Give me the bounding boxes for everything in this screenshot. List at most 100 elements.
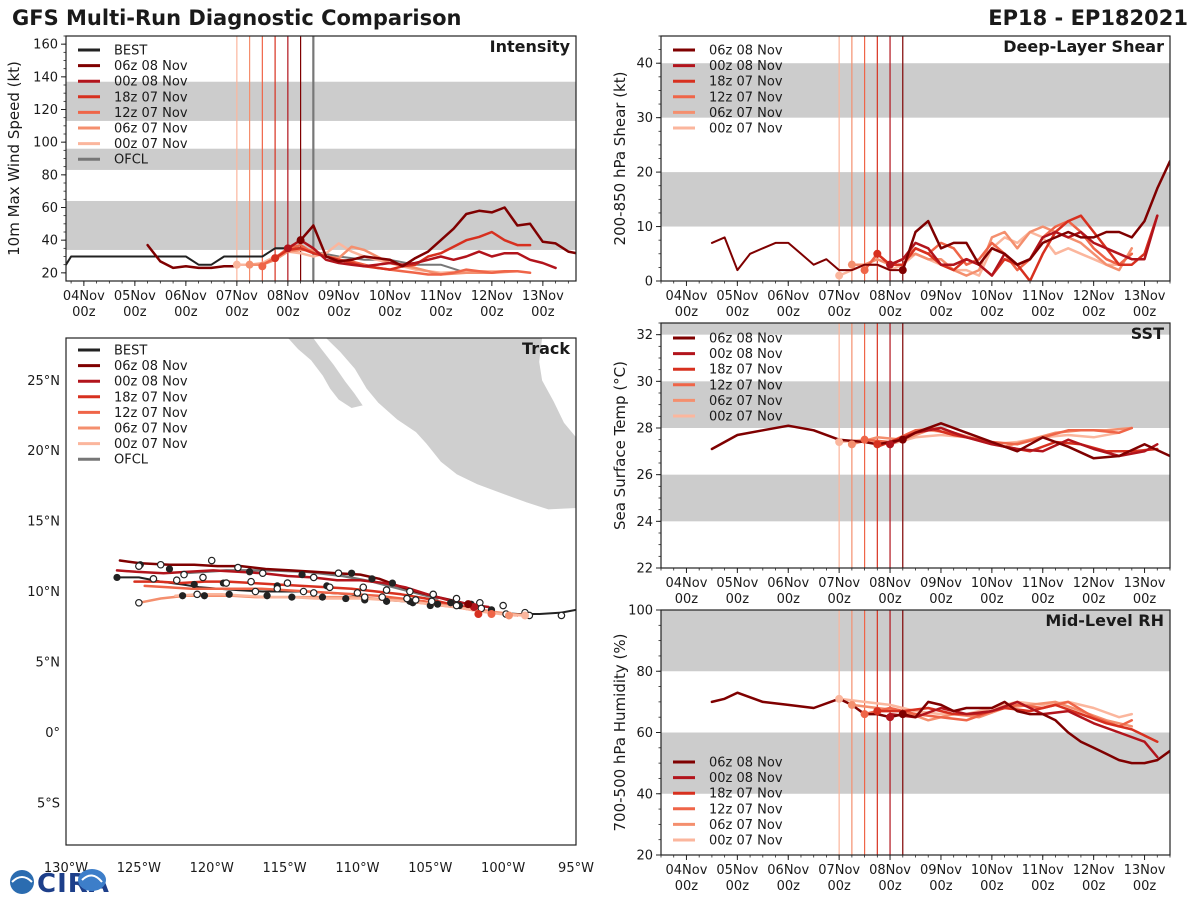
track-forecast-point	[135, 562, 143, 570]
sst-series-06z-08-nov	[710, 422, 1170, 460]
shear-xtick-date: 13Nov	[1124, 289, 1166, 304]
intensity-ytick-label: 40	[41, 234, 58, 249]
sst-xtick-hour: 00z	[878, 592, 902, 607]
track-forecast-point	[283, 579, 292, 587]
track-forecast-point	[273, 584, 282, 593]
intensity-ylabel: 10m Max Wind Speed (kt)	[5, 61, 23, 256]
track-best-point	[190, 580, 198, 589]
track-forecast-point	[360, 593, 369, 601]
track-forecast-point	[411, 596, 420, 604]
shear-xtick-date: 06Nov	[767, 289, 809, 304]
track-best-point	[348, 569, 356, 577]
shear-xtick-hour: 00z	[1031, 305, 1055, 320]
figure-title: GFS Multi-Run Diagnostic Comparison	[12, 6, 461, 30]
intensity-panel-title: Intensity	[490, 37, 571, 56]
sst-band	[661, 323, 1170, 335]
sst-xtick-date: 09Nov	[920, 576, 962, 591]
intensity-legend-label-18z-07-nov: 18z 07 Nov	[114, 90, 188, 105]
track-forecast-point	[156, 560, 165, 569]
shear-xtick-hour: 00z	[1082, 305, 1106, 320]
sst-legend-label-00z-07-nov: 00z 07 Nov	[709, 410, 783, 425]
sst-run-marker-00z-07-nov	[835, 438, 844, 446]
shear-ytick-label: 20	[636, 166, 653, 181]
shear-run-marker-18z-07-nov	[873, 249, 882, 258]
intensity-series-00z-08-nov	[286, 238, 557, 270]
rh-xtick-date: 07Nov	[818, 863, 860, 878]
track-xtick-label: 110°W	[335, 861, 379, 876]
track-run-marker-06z-07-nov	[504, 611, 513, 620]
track-forecast-point	[353, 589, 362, 597]
intensity-xtick-date: 10Nov	[369, 289, 411, 304]
track-best-point	[165, 565, 174, 573]
sst-band	[661, 381, 1170, 428]
shear-run-marker-06z-08-nov	[898, 266, 907, 275]
shear-run-marker-00z-07-nov	[835, 271, 844, 280]
track-frame	[65, 337, 577, 846]
rh-series-06z-08-nov	[710, 691, 1170, 765]
shear-band	[661, 63, 1170, 118]
track-ytick-label: 10°N	[27, 585, 60, 600]
shear-xtick-hour: 00z	[1133, 305, 1157, 320]
track-xtick-label: 105°W	[408, 861, 452, 876]
sst-xtick-date: 05Nov	[716, 576, 758, 591]
shear-panel-title: Deep-Layer Shear	[1003, 37, 1164, 56]
track-forecast-point	[557, 611, 566, 620]
rh-xtick-hour: 00z	[878, 879, 902, 894]
rh-xtick-date: 11Nov	[1022, 863, 1064, 878]
track-legend-label-12z-07-nov: 12z 07 Nov	[114, 406, 188, 421]
rh-plot-area	[661, 610, 1170, 855]
sst-xtick-hour: 00z	[777, 592, 801, 607]
rh-ytick-label: 40	[636, 787, 653, 802]
rh-panel-title: Mid-Level RH	[1045, 611, 1164, 630]
track-best-point	[368, 575, 376, 583]
shear-series-06z-08-nov	[901, 159, 1170, 272]
intensity-band	[66, 81, 576, 121]
cira-logo: CIRA	[10, 869, 109, 899]
rh-series-00z-08-nov	[888, 700, 1159, 759]
shear-band	[661, 172, 1170, 227]
intensity-ytick-label: 80	[41, 168, 58, 183]
shear-xtick-date: 09Nov	[920, 289, 962, 304]
track-forecast-point	[403, 594, 411, 603]
intensity-xtick-hour: 00z	[327, 305, 351, 320]
track-land-mexico	[324, 338, 576, 511]
rh-ytick-label: 20	[636, 849, 653, 864]
rh-xtick-date: 04Nov	[665, 863, 707, 878]
track-xtick-label: 130°W	[44, 861, 88, 876]
track-forecast-point	[325, 583, 334, 592]
track-panel-title: Track	[522, 339, 570, 358]
track-legend-label-best: BEST	[114, 344, 147, 359]
sst-xtick-date: 12Nov	[1073, 576, 1115, 591]
track-forecast-point	[172, 576, 181, 585]
sst-xtick-hour: 00z	[1082, 592, 1106, 607]
rh-xtick-date: 10Nov	[971, 863, 1013, 878]
intensity-xtick-hour: 00z	[174, 305, 198, 320]
sst-xtick-date: 06Nov	[767, 576, 809, 591]
shear-xtick-date: 04Nov	[665, 289, 707, 304]
sst-legend-label-12z-07-nov: 12z 07 Nov	[709, 378, 783, 393]
rh-xtick-date: 05Nov	[716, 863, 758, 878]
shear-legend-label-06z-07-nov: 06z 07 Nov	[709, 106, 783, 121]
shear-ytick-label: 30	[636, 111, 653, 126]
track-forecast-point	[429, 590, 438, 599]
rh-xtick-hour: 00z	[675, 879, 699, 894]
track-forecast-point	[149, 575, 158, 583]
sst-run-marker-12z-07-nov	[860, 435, 869, 444]
track-forecast-point	[251, 587, 260, 596]
track-forecast-point	[309, 573, 318, 582]
track-legend-label-06z-08-nov: 06z 08 Nov	[114, 359, 188, 374]
track-forecast-point	[452, 594, 461, 603]
storm-id: EP18 - EP182021	[988, 6, 1188, 30]
intensity-ytick-label: 100	[33, 136, 58, 151]
track-series-00z-07-nov	[174, 593, 522, 617]
track-ytick-label: 0°	[45, 726, 60, 741]
intensity-plot-area	[66, 36, 576, 281]
track-forecast-point	[406, 587, 414, 596]
sst-band	[661, 474, 1170, 522]
sst-run-marker-00z-08-nov	[886, 440, 895, 449]
intensity-series-12z-07-nov	[261, 243, 532, 276]
shear-xtick-hour: 00z	[878, 305, 902, 320]
sst-xtick-hour: 00z	[1031, 592, 1055, 607]
track-legend-label-00z-08-nov: 00z 08 Nov	[114, 375, 188, 390]
rh-run-marker-00z-08-nov	[886, 713, 895, 722]
